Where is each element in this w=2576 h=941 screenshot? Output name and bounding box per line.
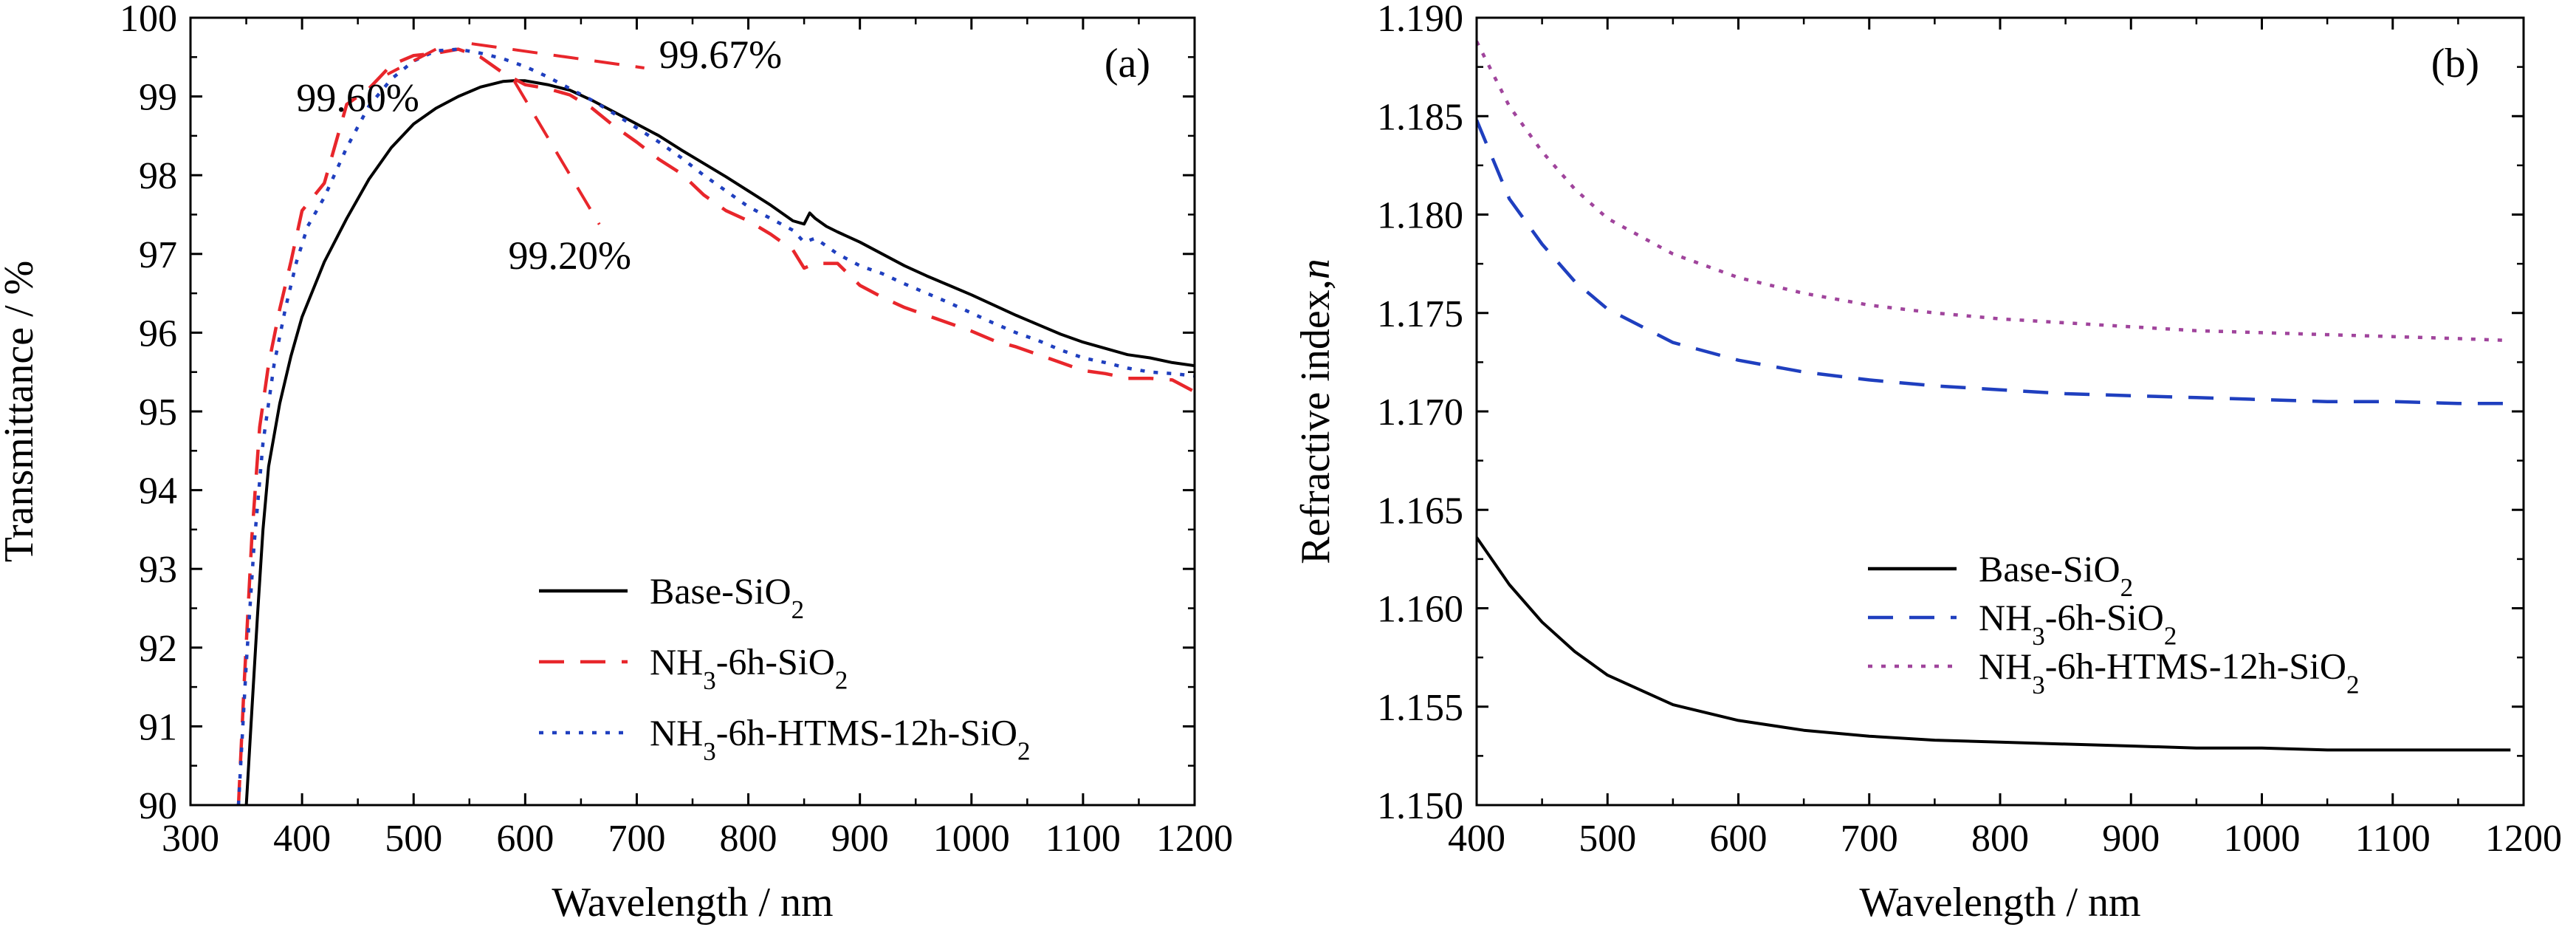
y-tick-label: 1.150 bbox=[1377, 785, 1463, 827]
x-tick-label: 300 bbox=[162, 818, 219, 860]
x-tick-label: 800 bbox=[1971, 818, 2029, 860]
legend-label-2: NH3-6h-SiO2 bbox=[650, 641, 848, 695]
x-tick-label: 700 bbox=[608, 818, 665, 860]
series-line-1 bbox=[244, 79, 1195, 805]
series-line-2 bbox=[1477, 119, 2511, 406]
panel-b-refractive-index-chart: 400 500 600 700 800 900 1000 1100 1200 1.150 1.155… bbox=[1293, 0, 2562, 925]
x-axis-title: Wavelength / nm bbox=[1859, 880, 2140, 925]
legend: Base-SiO2 NH3-6h-SiO2 NH3-6h-HTMS-12h-SiO2 bbox=[539, 570, 1031, 766]
annotation-label-2: 99.67% bbox=[659, 32, 782, 77]
y-tick-label: 93 bbox=[139, 549, 177, 591]
annotation-leader-1 bbox=[386, 47, 437, 76]
x-tick-label: 400 bbox=[1448, 818, 1505, 860]
y-tick-label: 96 bbox=[139, 312, 177, 355]
panel-a-transmittance-chart: 99.60% 99.67% 99.20% 300 400 500 600 700 800 900 1… bbox=[0, 0, 1233, 925]
x-axis-title: Wavelength / nm bbox=[552, 880, 833, 925]
x-tick-label: 500 bbox=[1579, 818, 1636, 860]
legend-label-1: Base-SiO2 bbox=[650, 570, 804, 624]
y-tick-label: 1.160 bbox=[1377, 589, 1463, 631]
y-tick-label: 94 bbox=[139, 470, 177, 513]
series-line-2 bbox=[236, 47, 1195, 805]
x-tick-label: 400 bbox=[273, 818, 331, 860]
y-tick-label: 1.165 bbox=[1377, 490, 1463, 532]
plot-frame bbox=[189, 16, 1196, 807]
series-line-1 bbox=[1477, 536, 2511, 752]
panel-label: (a) bbox=[1105, 41, 1150, 86]
x-tick-label: 900 bbox=[2102, 818, 2160, 860]
y-tick-label: 1.190 bbox=[1377, 0, 1463, 40]
y-tick-label: 97 bbox=[139, 234, 177, 276]
x-tick-label: 600 bbox=[496, 818, 554, 860]
x-tick-label: 1100 bbox=[2355, 818, 2431, 860]
annotation-label-3: 99.20% bbox=[509, 233, 631, 278]
x-tick-label: 600 bbox=[1710, 818, 1768, 860]
x-tick-label: 1100 bbox=[1045, 818, 1121, 860]
y-tick-label: 1.175 bbox=[1377, 293, 1463, 335]
series-line-3 bbox=[1477, 40, 2511, 343]
y-tick-label: 1.170 bbox=[1377, 391, 1463, 434]
y-axis-title: Refractive index,n bbox=[1293, 259, 1339, 564]
x-tick-label: 1000 bbox=[933, 818, 1010, 860]
y-tick-label: 91 bbox=[139, 706, 177, 748]
legend-label-3: NH3-6h-HTMS-12h-SiO2 bbox=[650, 712, 1031, 766]
x-tick-label: 800 bbox=[720, 818, 777, 860]
x-tick-label: 1200 bbox=[1156, 818, 1233, 860]
annotation-label-1: 99.60% bbox=[296, 76, 419, 120]
x-tick-label: 700 bbox=[1841, 818, 1898, 860]
panel-label: (b) bbox=[2431, 41, 2479, 86]
y-tick-label: 1.155 bbox=[1377, 687, 1463, 729]
x-tick-label: 1000 bbox=[2224, 818, 2301, 860]
annotation-leader-3 bbox=[512, 80, 601, 225]
x-tick-label: 500 bbox=[385, 818, 442, 860]
legend-label-2: NH3-6h-SiO2 bbox=[1979, 597, 2177, 651]
y-tick-label: 1.185 bbox=[1377, 96, 1463, 138]
y-axis-title: Transmittance / % bbox=[0, 261, 42, 563]
y-tick-label: 99 bbox=[139, 77, 177, 119]
y-tick-label: 92 bbox=[139, 628, 177, 670]
y-tick-label: 1.180 bbox=[1377, 195, 1463, 237]
legend-label-3: NH3-6h-HTMS-12h-SiO2 bbox=[1979, 646, 2360, 699]
series-line-3 bbox=[236, 47, 1195, 805]
annotation-leader-2 bbox=[471, 42, 645, 69]
y-tick-label: 100 bbox=[120, 0, 177, 40]
x-tick-label: 900 bbox=[831, 818, 889, 860]
y-tick-label: 90 bbox=[139, 785, 177, 827]
x-tick-label: 1200 bbox=[2485, 818, 2562, 860]
y-tick-label: 98 bbox=[139, 155, 177, 197]
y-tick-label: 95 bbox=[139, 391, 177, 434]
legend-label-1: Base-SiO2 bbox=[1979, 548, 2133, 602]
